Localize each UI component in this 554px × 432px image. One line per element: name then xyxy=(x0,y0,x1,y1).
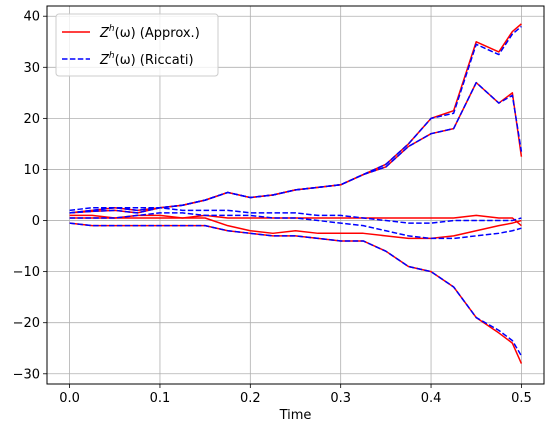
approx-series-line xyxy=(69,214,522,227)
riccati-series-line xyxy=(69,81,523,214)
y-tick-label: 30 xyxy=(23,61,40,76)
x-tick-label: 0.4 xyxy=(421,391,442,406)
y-tick-label: −10 xyxy=(13,265,40,280)
x-tick-label: 0.1 xyxy=(150,391,171,406)
y-tick-label: 40 xyxy=(23,10,40,25)
y-tick-label: 20 xyxy=(23,112,40,127)
x-tick-label: 0.3 xyxy=(330,391,351,406)
y-axis-ticks: −30 −20 −10 0 10 20 30 40 xyxy=(13,10,47,382)
y-tick-label: −20 xyxy=(13,316,40,331)
x-tick-label: 0.0 xyxy=(59,391,80,406)
riccati-series-line xyxy=(69,212,522,240)
riccati-series-line xyxy=(69,222,523,357)
x-axis-ticks: 0.0 0.1 0.2 0.3 0.4 0.5 xyxy=(59,384,532,406)
y-tick-label: 0 xyxy=(32,214,40,229)
grid-lines xyxy=(47,6,544,384)
legend: Zh(ω) (Approx.) Zh(ω) (Riccati) xyxy=(55,13,219,77)
legend-label: Zh(ω) (Riccati) xyxy=(99,51,194,68)
x-tick-label: 0.2 xyxy=(240,391,261,406)
x-axis-label: Time xyxy=(279,408,312,423)
plot-frame xyxy=(46,5,545,385)
x-tick-label: 0.5 xyxy=(511,391,532,406)
approx-series-line xyxy=(69,217,522,240)
legend-label: Zh(ω) (Approx.) xyxy=(99,24,200,41)
y-tick-label: −30 xyxy=(13,367,40,382)
data-series xyxy=(69,23,523,364)
y-tick-label: 10 xyxy=(23,163,40,178)
legend-box xyxy=(55,13,219,77)
riccati-series-line xyxy=(69,207,522,224)
